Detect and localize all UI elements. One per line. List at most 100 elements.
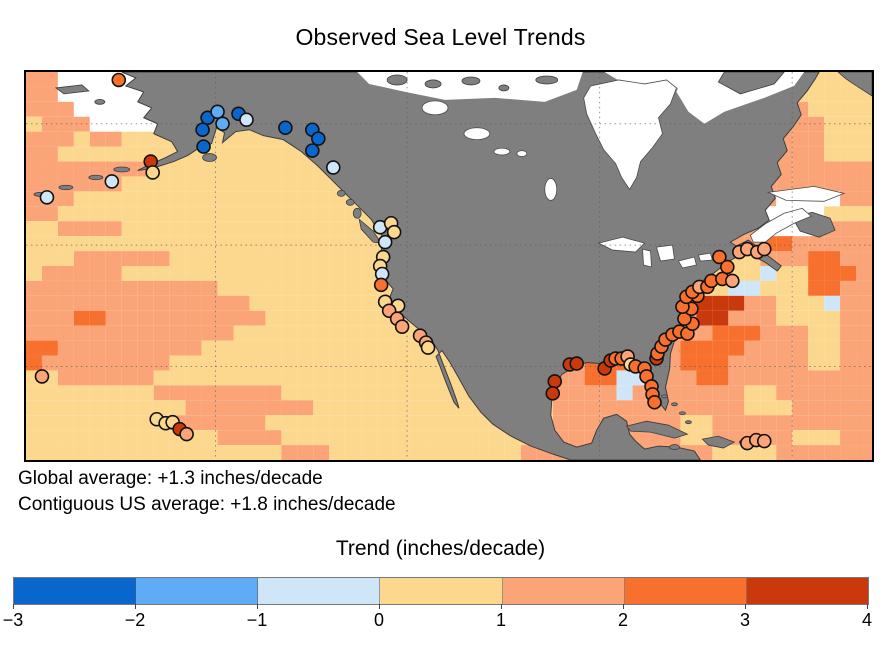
colorbar-segment [624, 578, 747, 604]
station-dot [545, 386, 561, 401]
lake-winnipeg [544, 178, 558, 201]
station-dot [720, 259, 735, 275]
station-dot [712, 249, 727, 265]
station-dot [195, 122, 210, 137]
colorbar-title: Trend (inches/decade) [335, 537, 546, 560]
haida-gwaii [352, 207, 362, 219]
reindeer-lake [516, 150, 528, 157]
arctic-channel-white [357, 72, 583, 102]
station-dot [305, 143, 320, 158]
colorbar-tick-label: 3 [739, 610, 751, 630]
lakes-layer [421, 79, 846, 269]
colorbar-tick-mark [623, 604, 624, 609]
colorbar-tick-mark [257, 604, 258, 609]
station-dot [420, 340, 436, 355]
hispaniola [701, 435, 736, 449]
bahamas [685, 420, 692, 425]
lake-athabasca [493, 147, 511, 156]
colorbar-segment [14, 578, 137, 604]
lake-michigan [642, 248, 652, 268]
station-dot [179, 426, 194, 442]
colorbar-tick-mark [135, 604, 136, 609]
lake-huron [655, 244, 675, 262]
colorbar-tick-label: 2 [617, 610, 629, 630]
station-dot [756, 241, 772, 257]
station-dot [215, 116, 230, 131]
station-dot [104, 174, 120, 189]
gulf-of-st-lawrence [749, 207, 812, 243]
colorbar-segment [502, 578, 625, 604]
colorbar-tick-label: 4 [861, 610, 873, 630]
colorbar [13, 577, 869, 605]
colorbar-tick-mark [745, 604, 746, 609]
labrador-white-band [766, 186, 846, 202]
great-slave-lake [463, 127, 491, 141]
arctic-island [386, 74, 408, 86]
arctic-island [424, 79, 442, 89]
station-dot [145, 165, 160, 180]
colorbar-segment [258, 578, 381, 604]
station-dot [111, 72, 127, 88]
global-average-text: Global average: +1.3 inches/decade [18, 468, 323, 489]
aleutian-island [88, 174, 104, 181]
greenland-corner [837, 72, 872, 97]
station-dot [569, 356, 584, 371]
lake-superior [597, 236, 646, 253]
station-dot [756, 433, 772, 449]
kodiak-island [202, 153, 217, 162]
station-dot [386, 224, 402, 240]
map-panel [24, 70, 874, 462]
arctic-island [535, 75, 559, 85]
colorbar-tick-label: −1 [246, 610, 268, 630]
arctic-island [461, 76, 481, 86]
jamaica [669, 444, 680, 450]
colorbar-segment [746, 578, 868, 604]
stations-layer [34, 72, 772, 451]
station-dot [311, 131, 326, 146]
station-dot [394, 319, 410, 334]
station-dot [239, 112, 254, 128]
colorbar-segment [380, 578, 503, 604]
map-canvas [26, 72, 872, 460]
station-dot [39, 190, 55, 205]
colorbar-tick-mark [379, 604, 380, 609]
colorbar-tick-label: −3 [2, 610, 24, 630]
station-dot [34, 369, 50, 384]
bahamas [661, 394, 668, 399]
great-bear-lake [421, 100, 449, 116]
station-dot [325, 160, 341, 175]
arctic-island [498, 84, 510, 92]
colorbar-tick-mark [13, 604, 14, 609]
page-title: Observed Sea Level Trends [295, 24, 586, 50]
colorbar-tick-label: 1 [495, 610, 507, 630]
aleutian-island [113, 166, 131, 173]
station-dot [647, 395, 662, 410]
colorbar-tick-mark [501, 604, 502, 609]
station-dot [278, 120, 293, 135]
lake-ontario [697, 252, 713, 262]
colorbar-tick-mark [867, 604, 868, 609]
averages-block: Global average: +1.3 inches/decade Conti… [18, 466, 396, 518]
vancouver-island [358, 218, 382, 244]
st-lawrence-island [54, 84, 90, 95]
bering-island [94, 98, 106, 105]
baffin-island [717, 72, 785, 95]
station-dot [377, 234, 393, 250]
station-dot [373, 277, 389, 293]
lake-erie [677, 256, 697, 269]
graticule-layer [26, 72, 872, 460]
colorbar-tick-labels: −3 −2 −1 0 1 2 3 4 [3, 610, 872, 634]
alexander-archipelago [336, 189, 346, 197]
station-dot [725, 273, 740, 289]
colorbar-segment [136, 578, 259, 604]
station-dot [547, 374, 563, 389]
us-average-text: Contiguous US average: +1.8 inches/decad… [18, 494, 396, 515]
station-dot [196, 139, 211, 154]
bahamas [671, 402, 678, 407]
alexander-archipelago [345, 198, 355, 206]
hudson-bay [583, 79, 677, 191]
colorbar-tick-label: −2 [124, 610, 146, 630]
bahamas [679, 411, 686, 416]
cuba [625, 420, 689, 439]
